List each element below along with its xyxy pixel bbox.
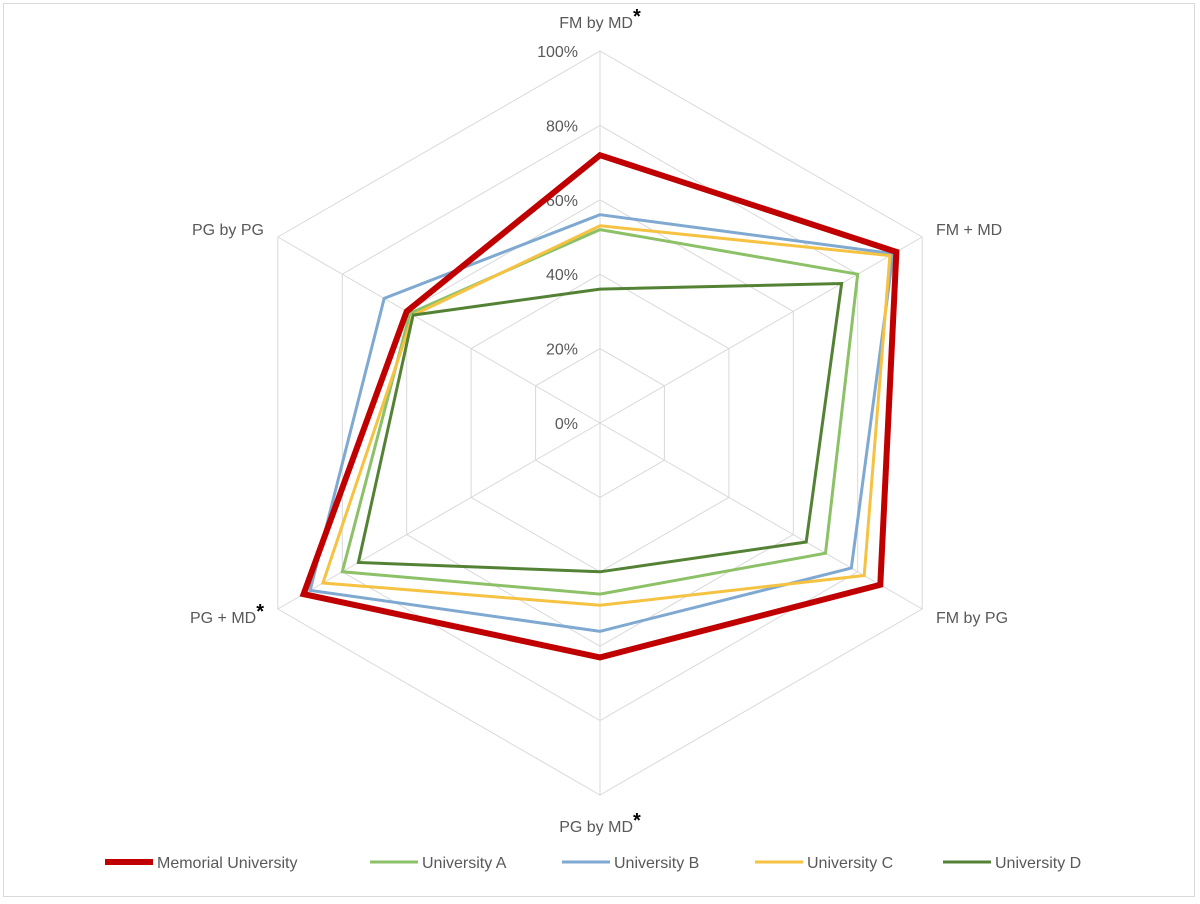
radar-grid (277, 50, 923, 796)
radial-tick-labels: 0% 20% 40% 60% 80% 100% (537, 44, 578, 433)
axis-label-text: PG by PG (192, 222, 264, 239)
tick-label-20: 20% (546, 342, 578, 359)
tick-label-60: 60% (546, 193, 578, 210)
legend-item-university-b: University B (562, 855, 699, 872)
series-line-university-d (356, 281, 844, 574)
grid-spoke-pg-md (277, 422, 601, 610)
series-line-memorial-university (299, 151, 900, 661)
grid-spoke-pg-by-pg (277, 236, 601, 424)
axis-label-text: FM by PG (936, 610, 1008, 627)
tick-label-0: 0% (555, 416, 578, 433)
axis-label-asterisk: * (633, 810, 641, 832)
legend-item-university-c: University C (755, 855, 893, 872)
series-line-university-b (308, 213, 895, 633)
tick-label-100: 100% (537, 44, 578, 61)
legend-label: University B (614, 855, 699, 872)
axis-label-asterisk: * (256, 601, 264, 623)
axis-label-fm-by-md: FM by MD* (559, 6, 641, 32)
axis-label-pg-md: PG + MD* (190, 601, 264, 627)
tick-label-80: 80% (546, 118, 578, 135)
legend-item-university-d: University D (943, 855, 1081, 872)
series-line-university-a (340, 228, 860, 596)
axis-label-fm-by-pg: FM by PG (936, 610, 1008, 627)
series-line-university-c (320, 224, 892, 607)
radar-series (299, 151, 900, 661)
chart-frame (3, 3, 1195, 897)
axis-label-asterisk: * (633, 6, 641, 28)
legend-label: University D (995, 855, 1081, 872)
legend-item-memorial-university: Memorial University (105, 855, 297, 872)
legend-item-university-a: University A (370, 855, 507, 872)
axis-label-pg-by-pg: PG by PG (192, 222, 264, 239)
grid-spoke-fm-by-pg (599, 422, 923, 610)
legend-label: University C (807, 855, 893, 872)
grid-spoke-fm-md (599, 236, 923, 424)
axis-label-text: FM by MD (559, 15, 633, 32)
axis-label-text: PG by MD (559, 819, 633, 836)
axis-label-fm-md: FM + MD (936, 222, 1002, 239)
tick-label-40: 40% (546, 267, 578, 284)
axis-label-text: FM + MD (936, 222, 1002, 239)
legend: Memorial University University A Universit… (105, 855, 1081, 872)
axis-label-text: PG + MD (190, 610, 256, 627)
legend-label: Memorial University (157, 855, 297, 872)
legend-label: University A (422, 855, 507, 872)
axis-label-pg-by-md: PG by MD* (559, 810, 641, 836)
